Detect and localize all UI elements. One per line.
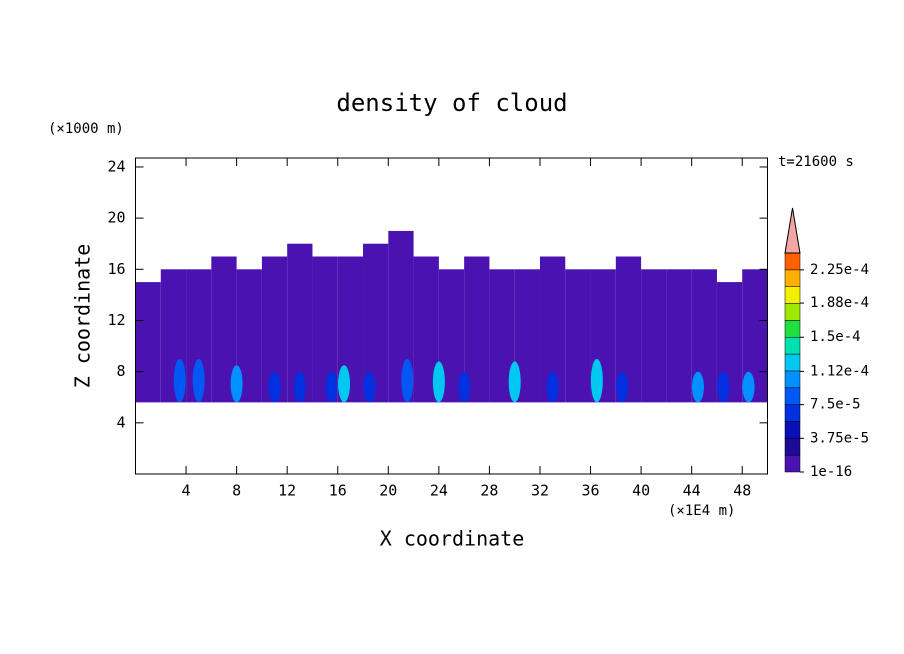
x-tick-label: 24 bbox=[430, 482, 448, 500]
cloud-core bbox=[338, 365, 351, 403]
x-unit: (×1E4 m) bbox=[668, 503, 735, 519]
x-tick-label: 8 bbox=[232, 482, 241, 500]
colorbar-band bbox=[784, 286, 801, 304]
colorbar-tick-label: 1.12e-4 bbox=[810, 363, 869, 379]
x-axis-label: X coordinate bbox=[380, 527, 525, 551]
cloud-core bbox=[173, 358, 186, 403]
x-tick-label: 16 bbox=[329, 482, 347, 500]
cloud-core bbox=[325, 371, 338, 403]
cloud-core bbox=[616, 371, 629, 403]
x-tick-label: 48 bbox=[733, 482, 751, 500]
colorbar-band bbox=[784, 269, 801, 287]
cloud-core bbox=[590, 358, 603, 403]
colorbar-band bbox=[784, 370, 801, 389]
x-tick-label: 44 bbox=[683, 482, 701, 500]
colorbar-band bbox=[784, 320, 801, 338]
colorbar-tick-label: 1.5e-4 bbox=[810, 329, 861, 345]
colorbar-band bbox=[784, 252, 801, 271]
y-tick-label: 16 bbox=[107, 260, 125, 278]
cloud-column bbox=[641, 269, 667, 403]
colorbar-band bbox=[784, 336, 801, 355]
cloud-core bbox=[546, 371, 559, 403]
y-axis-label: Z coordinate bbox=[71, 244, 95, 389]
colorbar-tick-label: 1e-16 bbox=[810, 464, 852, 480]
y-tick-label: 4 bbox=[116, 413, 125, 431]
x-tick-label: 32 bbox=[531, 482, 549, 500]
cloud-core bbox=[508, 361, 521, 403]
colorbar-tick-label: 2.25e-4 bbox=[810, 262, 869, 278]
x-tick-label: 40 bbox=[632, 482, 650, 500]
cloud-core bbox=[717, 371, 730, 403]
cloud-core bbox=[230, 365, 243, 403]
cloud-column bbox=[135, 282, 161, 403]
x-tick-label: 12 bbox=[278, 482, 296, 500]
y-unit: (×1000 m) bbox=[48, 121, 124, 137]
cloud-core bbox=[401, 358, 414, 403]
colorbar-tick-label: 7.5e-5 bbox=[810, 397, 861, 413]
colorbar-band bbox=[784, 303, 801, 321]
colorbar-band bbox=[784, 353, 801, 372]
cloud-core bbox=[268, 371, 281, 403]
y-tick-label: 24 bbox=[107, 157, 125, 175]
x-tick-label: 28 bbox=[480, 482, 498, 500]
colorbar-band bbox=[784, 438, 801, 456]
y-tick-label: 8 bbox=[116, 362, 125, 380]
cloud-core bbox=[691, 371, 704, 403]
colorbar-band bbox=[784, 387, 801, 405]
y-tick-label: 12 bbox=[107, 311, 125, 329]
cloud-core bbox=[363, 371, 376, 403]
x-tick-label: 4 bbox=[182, 482, 191, 500]
cloud-column bbox=[565, 269, 591, 403]
cloud-core bbox=[458, 371, 471, 403]
colorbar-band bbox=[784, 454, 801, 473]
cloud-core bbox=[742, 371, 755, 403]
colorbar-extend bbox=[784, 207, 801, 254]
colorbar-tick-label: 1.88e-4 bbox=[810, 295, 869, 311]
cloud-core bbox=[192, 358, 205, 403]
cloud-core bbox=[432, 361, 445, 403]
x-tick-label: 36 bbox=[582, 482, 600, 500]
y-tick-label: 20 bbox=[107, 209, 125, 227]
colorbar-band bbox=[784, 404, 801, 422]
cloud-core bbox=[293, 371, 306, 403]
cloud-column bbox=[666, 269, 692, 403]
plot-frame bbox=[135, 157, 768, 475]
colorbar-band bbox=[784, 421, 801, 439]
time-label: t=21600 s bbox=[778, 154, 854, 170]
chart-title: density of cloud bbox=[336, 89, 567, 117]
colorbar-tick-label: 3.75e-5 bbox=[810, 430, 869, 446]
x-tick-label: 20 bbox=[379, 482, 397, 500]
